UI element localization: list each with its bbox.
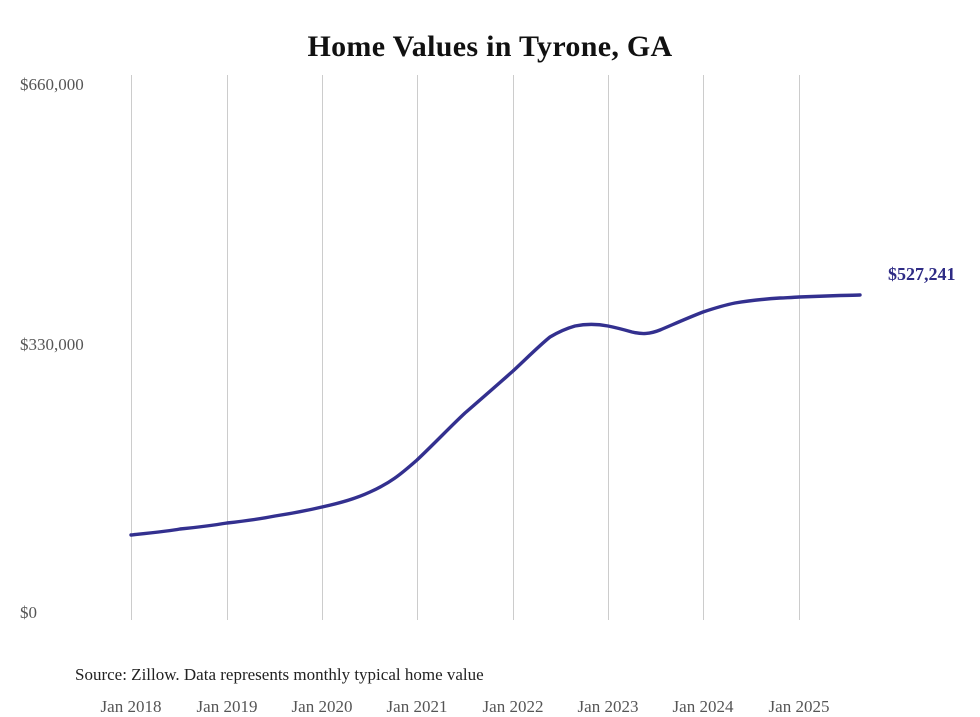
end-value-label: $527,241	[888, 264, 956, 285]
plot-area: $660,000 $330,000 $0 Jan 2018 Jan 2019 J…	[0, 75, 980, 620]
x-axis-tick-jan2024: Jan 2024	[673, 697, 734, 717]
x-axis-tick-jan2022: Jan 2022	[483, 697, 544, 717]
x-axis-tick-jan2018: Jan 2018	[101, 697, 162, 717]
x-axis-tick-jan2021: Jan 2021	[387, 697, 448, 717]
x-axis-tick-jan2025: Jan 2025	[769, 697, 830, 717]
home-value-line-chart	[0, 75, 980, 620]
x-axis-tick-jan2023: Jan 2023	[578, 697, 639, 717]
chart-title: Home Values in Tyrone, GA	[0, 30, 980, 64]
chart-container: Home Values in Tyrone, GA $660,000 $330,…	[0, 0, 980, 699]
source-caption: Source: Zillow. Data represents monthly …	[75, 665, 484, 685]
x-axis-tick-jan2020: Jan 2020	[292, 697, 353, 717]
x-axis-tick-jan2019: Jan 2019	[197, 697, 258, 717]
